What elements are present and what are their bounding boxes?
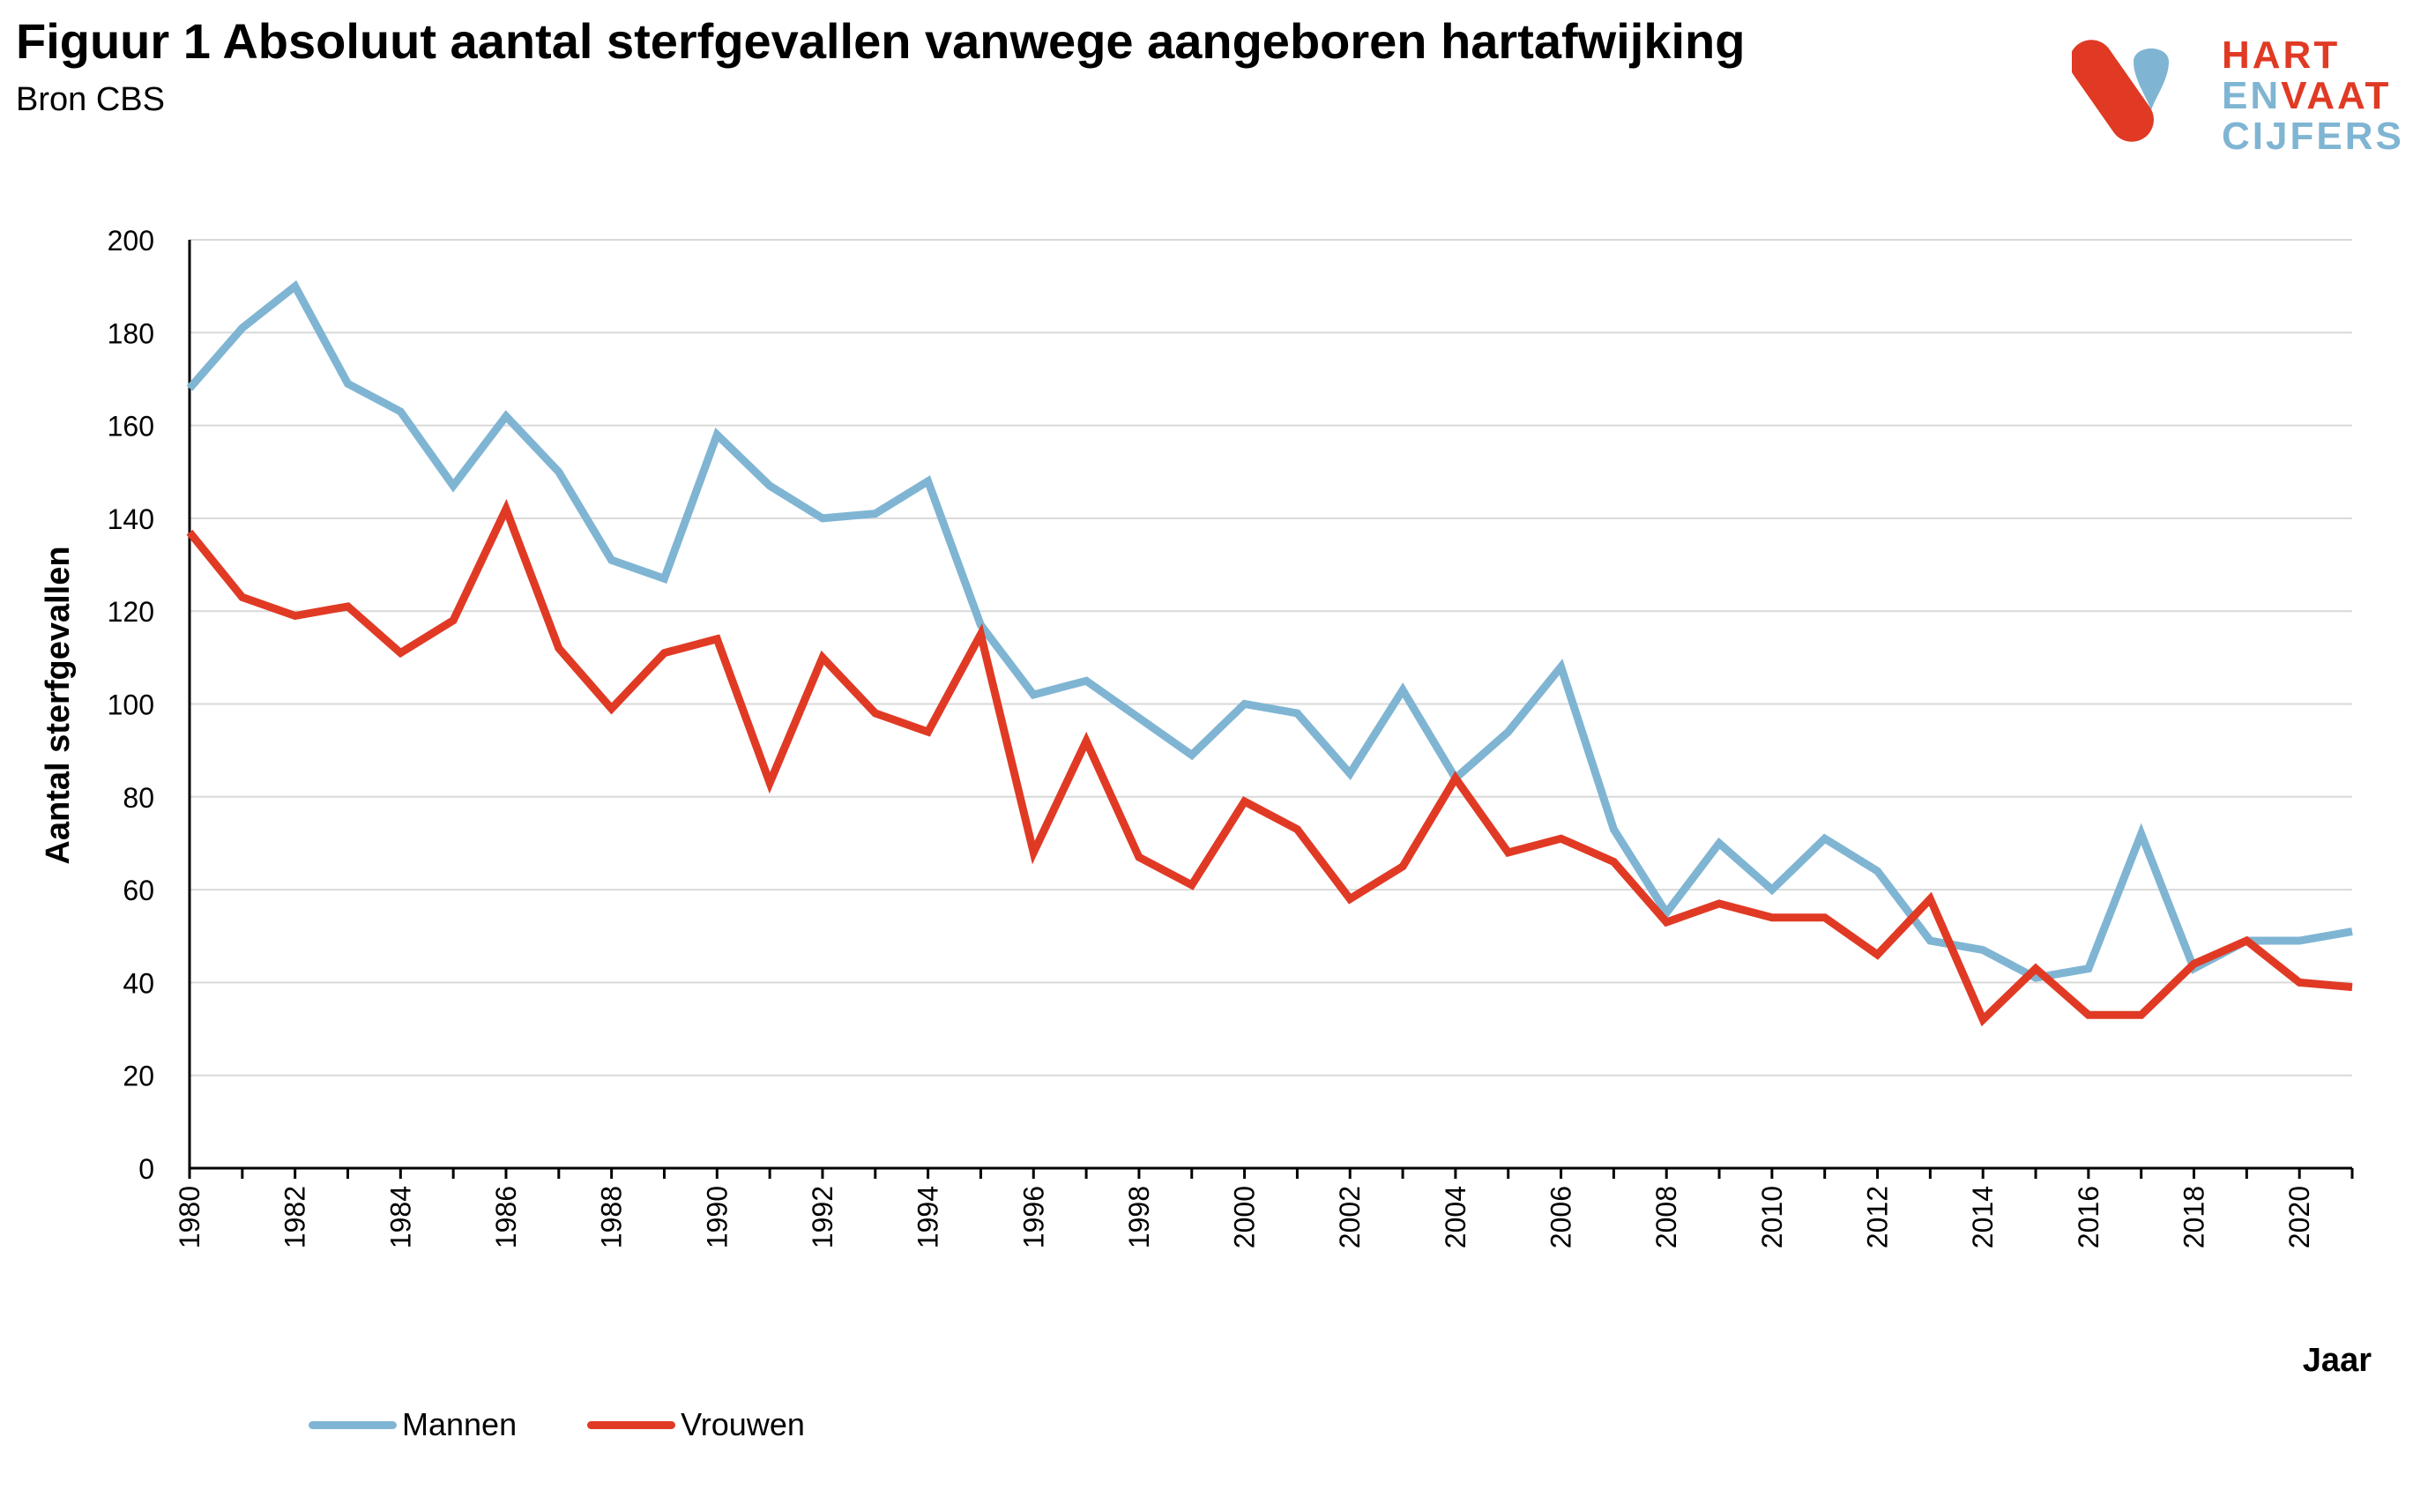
y-tick-label: 40: [123, 967, 154, 999]
x-tick-label: 2016: [2073, 1186, 2104, 1248]
x-tick-label: 2008: [1650, 1186, 1682, 1248]
x-tick-label: 2010: [1756, 1186, 1788, 1248]
x-tick-label: 1990: [701, 1186, 733, 1248]
x-tick-label: 1982: [279, 1186, 311, 1248]
y-axis-label: Aantal sterfgevallen: [40, 546, 77, 864]
y-tick-label: 20: [123, 1061, 154, 1092]
logo-text-line3: CIJFERS: [2222, 115, 2404, 158]
series-line-mannen: [186, 279, 2353, 982]
chart-title: Figuur 1 Absoluut aantal sterfgevallen v…: [16, 13, 1746, 69]
logo-text: HART ENVAAT CIJFERS: [2222, 35, 2404, 157]
axes: 0 20 40 60 80 100 120 140 160 180 200 1980 1982 1984 1…: [108, 225, 2354, 1248]
x-tick-label: 1984: [384, 1186, 416, 1248]
gridlines: [190, 239, 2352, 1076]
logo-text-en: EN: [2222, 74, 2282, 117]
logo-text-line1: HART: [2222, 34, 2341, 77]
x-tick-label: 2018: [2178, 1186, 2210, 1248]
x-tick-label: 2014: [1967, 1186, 1999, 1248]
logo-blue-drop: [2134, 48, 2169, 110]
x-tick-label: 1996: [1017, 1186, 1049, 1248]
x-tick-label: 2004: [1440, 1186, 1471, 1248]
hart-en-vaat-logo-icon: [2072, 40, 2169, 142]
legend-swatch-mannen: [309, 1420, 397, 1429]
logo-text-vaat: VAAT: [2281, 74, 2392, 117]
series-line-vrouwen: [186, 498, 2353, 1027]
legend-label-vrouwen: Vrouwen: [681, 1406, 805, 1442]
legend-item-vrouwen: Vrouwen: [587, 1406, 805, 1443]
x-tick-label: 2012: [1862, 1186, 1894, 1248]
x-tick-label: 2020: [2283, 1186, 2315, 1248]
y-tick-label: 200: [108, 225, 154, 257]
x-axis-label: Jaar: [2303, 1342, 2372, 1379]
x-tick-label: 1994: [912, 1186, 944, 1248]
x-tick-label: 1992: [807, 1186, 838, 1248]
y-tick-label: 120: [108, 596, 154, 628]
y-tick-label: 140: [108, 503, 154, 535]
y-tick-label: 60: [123, 875, 154, 906]
y-tick-label: 160: [108, 411, 154, 443]
x-tick-label: 2002: [1334, 1186, 1366, 1248]
x-tick-label: 1980: [174, 1186, 205, 1248]
x-tick-label: 1986: [490, 1186, 522, 1248]
series-lines: [186, 279, 2353, 1027]
y-tick-label: 80: [123, 782, 154, 814]
legend-swatch-vrouwen: [587, 1420, 676, 1429]
y-tick-label: 100: [108, 689, 154, 721]
x-tick-label: 1998: [1123, 1186, 1155, 1248]
x-tick-label: 2000: [1229, 1186, 1261, 1248]
x-tick-label: 2006: [1545, 1186, 1577, 1248]
y-tick-label: 180: [108, 317, 154, 349]
y-tick-label: 0: [138, 1153, 154, 1185]
chart-subtitle: Bron CBS: [16, 81, 165, 118]
x-tick-label: 1988: [596, 1186, 628, 1248]
legend-label-mannen: Mannen: [402, 1406, 518, 1442]
chart-legend: Mannen Vrouwen: [309, 1406, 875, 1443]
legend-item-mannen: Mannen: [309, 1406, 517, 1443]
logo-red-bar: [2072, 40, 2154, 142]
